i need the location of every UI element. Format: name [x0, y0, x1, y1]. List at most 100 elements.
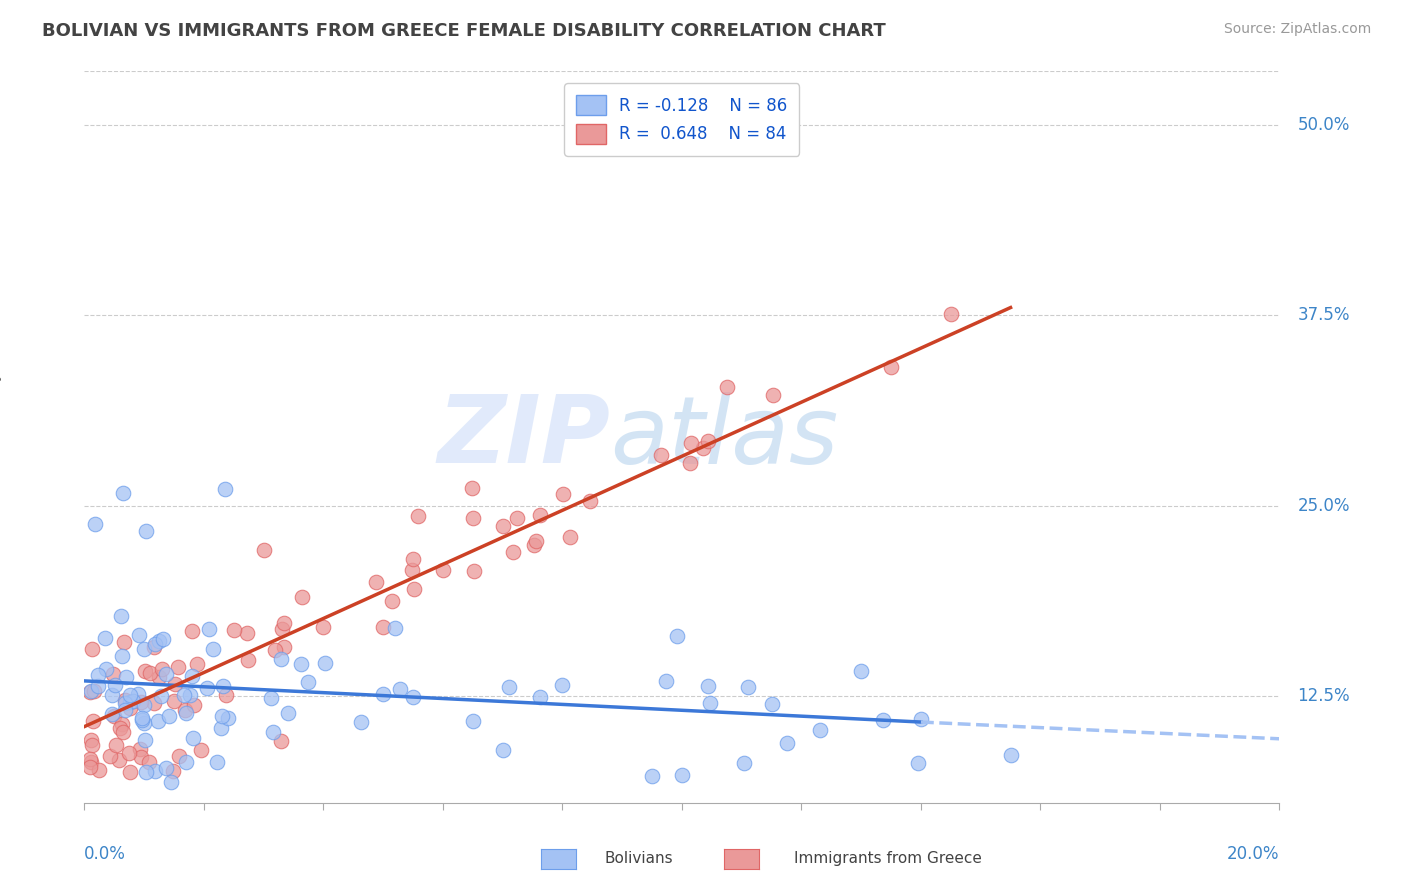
Point	[463, 564, 485, 578]
Point	[131, 711, 153, 725]
Point	[401, 563, 423, 577]
Point	[402, 582, 425, 597]
Point	[733, 756, 755, 771]
Point	[82, 714, 104, 728]
Point	[366, 575, 388, 590]
Text: 25.0%: 25.0%	[1298, 497, 1350, 515]
Point	[143, 637, 166, 651]
Point	[129, 749, 152, 764]
Point	[181, 731, 204, 746]
Point	[79, 759, 101, 773]
Point	[135, 524, 157, 538]
Point	[110, 716, 132, 731]
Point	[80, 642, 103, 657]
Point	[910, 712, 932, 726]
Point	[165, 677, 187, 691]
Point	[120, 700, 142, 714]
Point	[498, 681, 520, 695]
Text: 37.5%: 37.5%	[1298, 306, 1350, 324]
Point	[134, 698, 156, 712]
Point	[128, 742, 150, 756]
Point	[127, 687, 149, 701]
Point	[104, 678, 127, 692]
Point	[117, 746, 139, 760]
Point	[506, 510, 529, 524]
Point	[143, 640, 166, 655]
Point	[79, 685, 101, 699]
Point	[236, 653, 259, 667]
Point	[179, 688, 201, 702]
Point	[112, 486, 135, 500]
Point	[872, 713, 894, 727]
Point	[907, 756, 929, 771]
Point	[461, 714, 484, 729]
Point	[201, 641, 224, 656]
Point	[270, 623, 292, 637]
Point	[312, 620, 335, 634]
Text: BOLIVIAN VS IMMIGRANTS FROM GREECE FEMALE DISABILITY CORRELATION CHART: BOLIVIAN VS IMMIGRANTS FROM GREECE FEMAL…	[42, 22, 886, 40]
Point	[112, 635, 135, 649]
Point	[83, 684, 105, 698]
Point	[737, 680, 759, 694]
Point	[290, 657, 312, 672]
Point	[195, 681, 218, 695]
Point	[129, 695, 152, 709]
Point	[169, 749, 191, 764]
Point	[114, 703, 136, 717]
Point	[402, 551, 425, 566]
Point	[215, 688, 238, 702]
Point	[671, 768, 693, 782]
Point	[80, 732, 103, 747]
Point	[114, 693, 136, 707]
Point	[260, 691, 283, 706]
Point	[128, 628, 150, 642]
Point	[808, 723, 831, 737]
Point	[273, 640, 295, 655]
Point	[314, 656, 336, 670]
Point	[167, 660, 190, 674]
Point	[110, 721, 132, 735]
Point	[406, 508, 429, 523]
Point	[134, 733, 156, 747]
Point	[297, 674, 319, 689]
Point	[190, 742, 212, 756]
Point	[134, 664, 156, 678]
Text: 12.5%: 12.5%	[1298, 687, 1350, 706]
Point	[180, 669, 202, 683]
Point	[262, 725, 284, 739]
Point	[222, 623, 245, 637]
Point	[101, 706, 124, 721]
Point	[373, 687, 395, 701]
Point	[197, 623, 219, 637]
Point	[641, 768, 664, 782]
Point	[173, 688, 195, 702]
Point	[551, 678, 574, 692]
Point	[131, 713, 153, 727]
Point	[699, 697, 721, 711]
Point	[502, 545, 524, 559]
Point	[665, 629, 688, 643]
Point	[384, 621, 406, 635]
Point	[529, 690, 551, 704]
Point	[132, 716, 155, 731]
Text: 50.0%: 50.0%	[1298, 116, 1350, 134]
Text: 0.0%: 0.0%	[84, 846, 127, 863]
Point	[148, 633, 170, 648]
Point	[163, 694, 186, 708]
Point	[529, 508, 551, 523]
Point	[155, 666, 177, 681]
Point	[181, 624, 204, 639]
Point	[524, 533, 547, 548]
Text: atlas: atlas	[610, 392, 838, 483]
Point	[217, 711, 239, 725]
Point	[290, 590, 312, 604]
Point	[523, 538, 546, 552]
Point	[157, 708, 180, 723]
Text: Source: ZipAtlas.com: Source: ZipAtlas.com	[1223, 22, 1371, 37]
Point	[211, 709, 233, 723]
Point	[461, 481, 484, 495]
Point	[679, 436, 702, 450]
Point	[277, 706, 299, 721]
Point	[111, 648, 134, 663]
Point	[103, 709, 125, 723]
